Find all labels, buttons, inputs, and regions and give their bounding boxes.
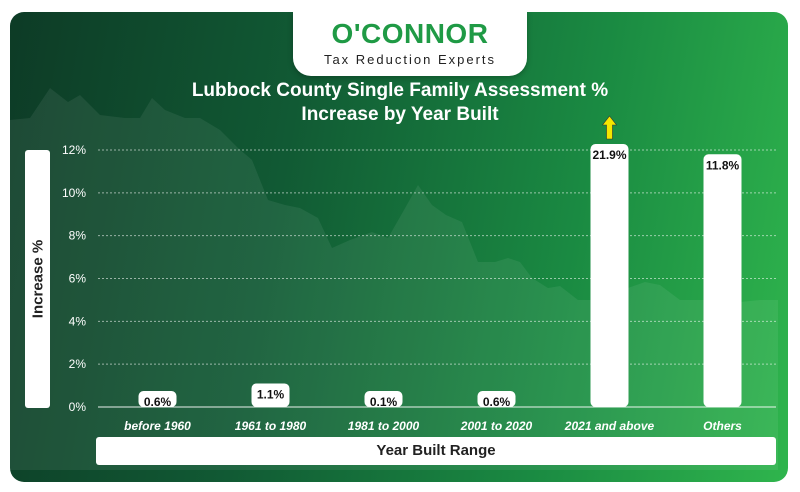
x-tick-label: before 1960: [124, 419, 191, 433]
chart-title-line-1: Lubbock County Single Family Assessment …: [191, 80, 609, 101]
y-tick-label: 2%: [69, 357, 87, 371]
y-tick-label: 4%: [69, 314, 87, 328]
y-tick-label: 0%: [69, 400, 87, 414]
x-tick-label: 2001 to 2020: [460, 419, 533, 433]
data-label: 0.6%: [144, 395, 172, 409]
bar: [364, 391, 403, 407]
bar: [590, 144, 629, 407]
data-label: 21.9%: [592, 148, 626, 162]
brand-tagline: Tax Reduction Experts: [323, 52, 497, 67]
chart-title: Lubbock County Single Family Assessment …: [0, 79, 800, 127]
y-axis-label-box: [25, 150, 50, 408]
y-tick-label: 10%: [62, 186, 86, 200]
x-tick-label: 1961 to 1980: [235, 419, 307, 433]
x-tick-label: 2021 and above: [564, 419, 655, 433]
overflow-arrow-icon: [601, 115, 618, 140]
data-label: 0.6%: [483, 395, 511, 409]
x-tick-label: Others: [703, 419, 742, 433]
brand-logo: O'CONNOR Tax Reduction Experts: [293, 12, 527, 76]
bar: [138, 391, 177, 407]
x-axis-label: Year Built Range: [376, 442, 496, 459]
x-axis-label-box: Year Built Range: [96, 437, 776, 465]
data-label: 11.8%: [706, 158, 740, 172]
y-tick-label: 8%: [69, 229, 87, 243]
y-tick-label: 12%: [62, 143, 86, 157]
bar: [703, 154, 742, 407]
y-tick-label: 6%: [69, 272, 87, 286]
bar: [251, 383, 290, 407]
data-label: 0.1%: [370, 395, 398, 409]
data-label: 1.1%: [257, 387, 285, 401]
chart-title-line-2: Increase by Year Built: [301, 104, 499, 125]
brand-logo-text: O'CONNOR: [331, 18, 489, 49]
x-tick-label: 1981 to 2000: [348, 419, 420, 433]
bar: [477, 391, 516, 407]
